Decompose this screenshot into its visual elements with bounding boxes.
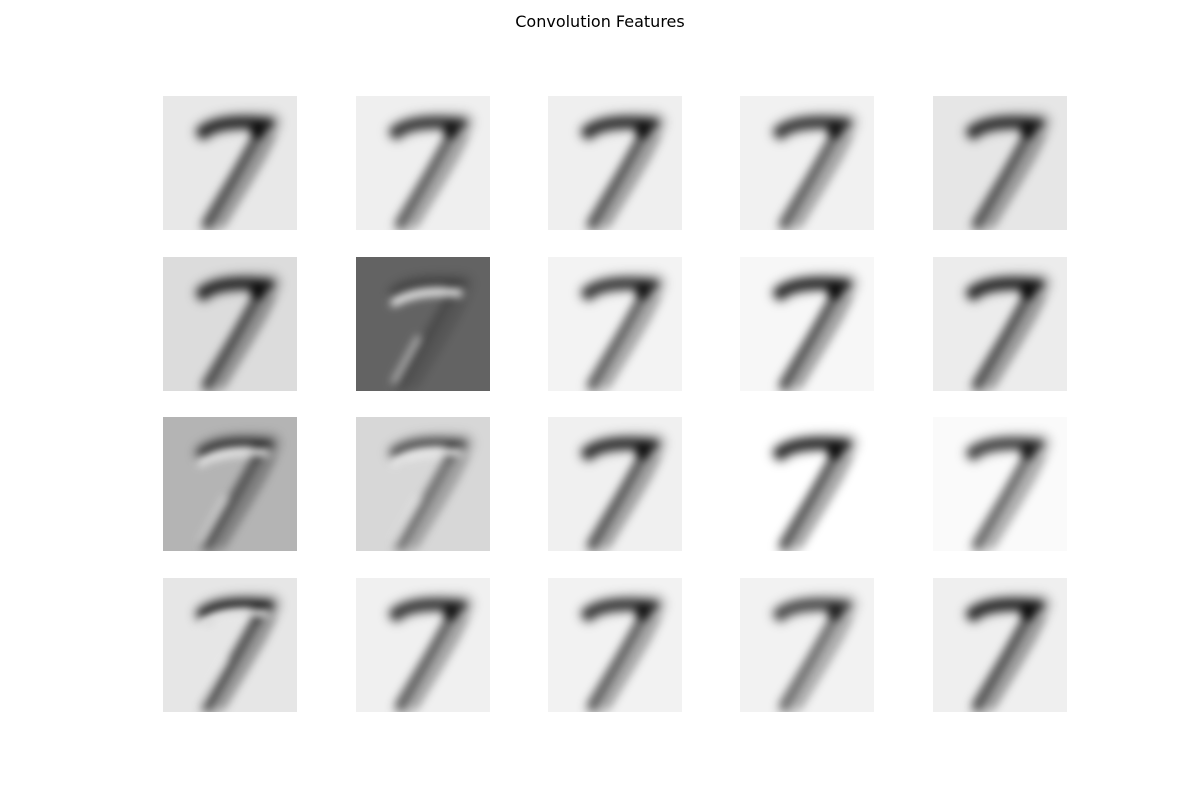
feature-map-9 — [740, 257, 874, 391]
feature-map-16 — [163, 578, 297, 712]
feature-map-image — [961, 109, 1053, 230]
feature-map-image — [191, 270, 283, 391]
feature-map-image — [768, 430, 860, 551]
feature-map-6 — [163, 257, 297, 391]
feature-map-18 — [548, 578, 682, 712]
feature-map-image — [384, 270, 476, 391]
feature-map-14 — [740, 417, 874, 551]
feature-map-image — [384, 109, 476, 230]
feature-map-image — [576, 430, 668, 551]
feature-map-image — [961, 270, 1053, 391]
feature-map-image — [576, 591, 668, 712]
feature-map-image — [384, 430, 476, 551]
feature-map-image — [191, 591, 283, 712]
feature-map-15 — [933, 417, 1067, 551]
feature-map-image — [576, 109, 668, 230]
feature-map-20 — [933, 578, 1067, 712]
feature-map-5 — [933, 96, 1067, 230]
feature-map-19 — [740, 578, 874, 712]
feature-map-image — [961, 591, 1053, 712]
feature-map-17 — [356, 578, 490, 712]
feature-map-image — [191, 109, 283, 230]
feature-map-image — [768, 591, 860, 712]
feature-map-3 — [548, 96, 682, 230]
feature-map-11 — [163, 417, 297, 551]
feature-map-image — [576, 270, 668, 391]
feature-map-1 — [163, 96, 297, 230]
feature-map-13 — [548, 417, 682, 551]
feature-map-4 — [740, 96, 874, 230]
feature-map-image — [961, 430, 1053, 551]
feature-map-7 — [356, 257, 490, 391]
feature-map-2 — [356, 96, 490, 230]
feature-map-image — [191, 430, 283, 551]
feature-map-image — [768, 109, 860, 230]
feature-map-8 — [548, 257, 682, 391]
figure-title: Convolution Features — [515, 12, 685, 31]
feature-map-12 — [356, 417, 490, 551]
feature-map-10 — [933, 257, 1067, 391]
feature-map-image — [768, 270, 860, 391]
feature-map-image — [384, 591, 476, 712]
